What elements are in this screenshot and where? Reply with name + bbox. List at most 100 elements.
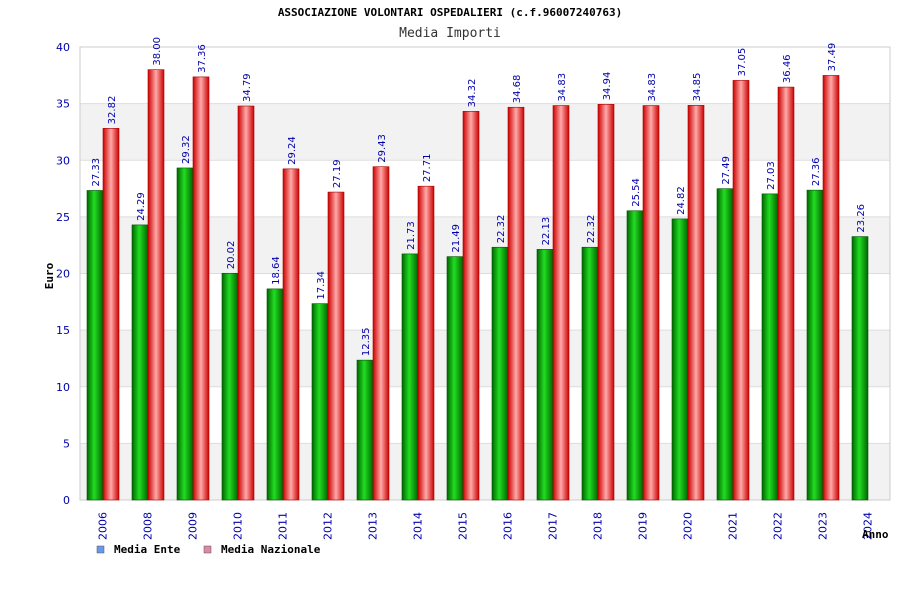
chart-subtitle: Media Importi xyxy=(399,26,501,41)
data-label: 32.82 xyxy=(107,96,118,125)
bar-media-nazionale xyxy=(327,191,345,501)
bar-media-ente xyxy=(716,188,734,501)
y-axis-ticks: 0 5 10 15 20 25 30 35 40 xyxy=(56,41,70,507)
bar-media-ente xyxy=(491,246,509,501)
x-tick-label: 2016 xyxy=(502,512,515,540)
bar-media-ente xyxy=(266,288,284,501)
bar-media-ente xyxy=(131,224,149,501)
bar-media-nazionale xyxy=(192,76,210,501)
y-axis-label: Euro xyxy=(43,262,56,289)
data-label: 37.49 xyxy=(827,43,838,72)
x-axis-label: Anno xyxy=(862,528,889,541)
data-label: 18.64 xyxy=(271,256,282,285)
x-tick-label: 2023 xyxy=(817,512,830,540)
bar-media-nazionale xyxy=(687,105,705,501)
y-tick-label: 20 xyxy=(56,268,70,281)
data-label: 21.73 xyxy=(406,221,417,250)
data-label: 23.26 xyxy=(856,204,867,233)
grid-band xyxy=(80,273,890,331)
bar-media-nazionale xyxy=(417,185,435,501)
bar-media-nazionale xyxy=(462,111,480,501)
x-tick-label: 2019 xyxy=(637,512,650,540)
y-tick-label: 30 xyxy=(56,154,70,167)
data-label: 24.82 xyxy=(676,186,687,215)
bar-media-ente xyxy=(401,253,419,501)
legend-label-media-nazionale: Media Nazionale xyxy=(221,543,321,556)
grid-band xyxy=(80,443,890,500)
bar-media-ente xyxy=(311,303,329,501)
x-tick-label: 2013 xyxy=(367,512,380,540)
bar-media-nazionale xyxy=(147,69,165,501)
data-label: 34.68 xyxy=(512,75,523,104)
data-label: 24.29 xyxy=(136,192,147,221)
data-label: 20.02 xyxy=(226,241,237,270)
x-tick-label: 2018 xyxy=(592,512,605,540)
bar-media-nazionale xyxy=(777,86,795,501)
x-tick-label: 2024 xyxy=(862,512,875,540)
data-label: 34.79 xyxy=(242,73,253,102)
data-label: 34.83 xyxy=(557,73,568,102)
legend-swatch-media-ente xyxy=(96,545,105,554)
data-label: 34.94 xyxy=(602,72,613,101)
bar-media-ente xyxy=(851,236,869,501)
y-tick-label: 5 xyxy=(63,437,70,450)
y-tick-label: 10 xyxy=(56,381,70,394)
bar-media-ente xyxy=(626,210,644,501)
data-label: 27.19 xyxy=(332,159,343,188)
plot-background xyxy=(79,46,891,501)
legend-swatch-media-nazionale xyxy=(203,545,212,554)
grid-band xyxy=(80,216,890,274)
data-label: 27.33 xyxy=(91,158,102,187)
data-label: 27.71 xyxy=(422,154,433,183)
data-label: 34.85 xyxy=(692,73,703,102)
data-label: 36.46 xyxy=(782,54,793,83)
data-label: 29.43 xyxy=(377,134,388,163)
data-label: 12.35 xyxy=(361,327,372,356)
bar-media-nazionale xyxy=(822,75,840,501)
y-tick-label: 25 xyxy=(56,211,70,224)
bar-labels: 27.33 32.82 24.29 38.00 29.32 37.36 20.02 34.79… xyxy=(91,37,867,356)
bar-media-ente xyxy=(536,249,554,501)
x-tick-label: 2014 xyxy=(412,512,425,540)
bar-media-ente xyxy=(446,256,464,501)
data-label: 34.83 xyxy=(647,73,658,102)
grid-band xyxy=(80,330,890,387)
data-label: 34.32 xyxy=(467,79,478,108)
data-label: 38.00 xyxy=(152,37,163,66)
bar-media-ente xyxy=(806,189,824,501)
y-tick-label: 35 xyxy=(56,98,70,111)
data-label: 22.32 xyxy=(496,215,507,244)
x-tick-label: 2015 xyxy=(457,512,470,540)
bar-media-ente xyxy=(86,190,104,501)
x-tick-label: 2008 xyxy=(142,512,155,540)
bar-media-nazionale xyxy=(732,80,750,501)
data-label: 22.13 xyxy=(541,217,552,246)
data-label: 27.36 xyxy=(811,158,822,187)
bar-media-nazionale xyxy=(642,105,660,501)
x-tick-label: 2017 xyxy=(547,512,560,540)
data-label: 37.36 xyxy=(197,44,208,73)
data-label: 17.34 xyxy=(316,271,327,300)
grid-band xyxy=(80,386,890,444)
x-tick-label: 2011 xyxy=(277,512,290,540)
data-label: 25.54 xyxy=(631,178,642,207)
bar-media-ente xyxy=(671,218,689,501)
data-label: 22.32 xyxy=(586,215,597,244)
data-label: 27.49 xyxy=(721,156,732,185)
bar-media-nazionale xyxy=(237,105,255,501)
x-axis-ticks: 2006 2008 2009 2010 2011 2012 2013 2014 2015 2016… xyxy=(97,512,875,540)
data-label: 29.32 xyxy=(181,135,192,164)
x-tick-label: 2020 xyxy=(682,512,695,540)
x-tick-label: 2006 xyxy=(97,512,110,540)
grid-band xyxy=(80,160,890,217)
x-tick-label: 2022 xyxy=(772,512,785,540)
bar-media-nazionale xyxy=(102,128,120,501)
bar-media-nazionale xyxy=(372,166,390,501)
grid-band xyxy=(80,47,890,104)
plot-frame xyxy=(79,46,891,501)
chart-title: ASSOCIAZIONE VOLONTARI OSPEDALIERI (c.f.… xyxy=(278,6,622,19)
data-label: 21.49 xyxy=(451,224,462,253)
bar-media-ente xyxy=(356,359,374,501)
data-label: 37.05 xyxy=(737,48,748,77)
